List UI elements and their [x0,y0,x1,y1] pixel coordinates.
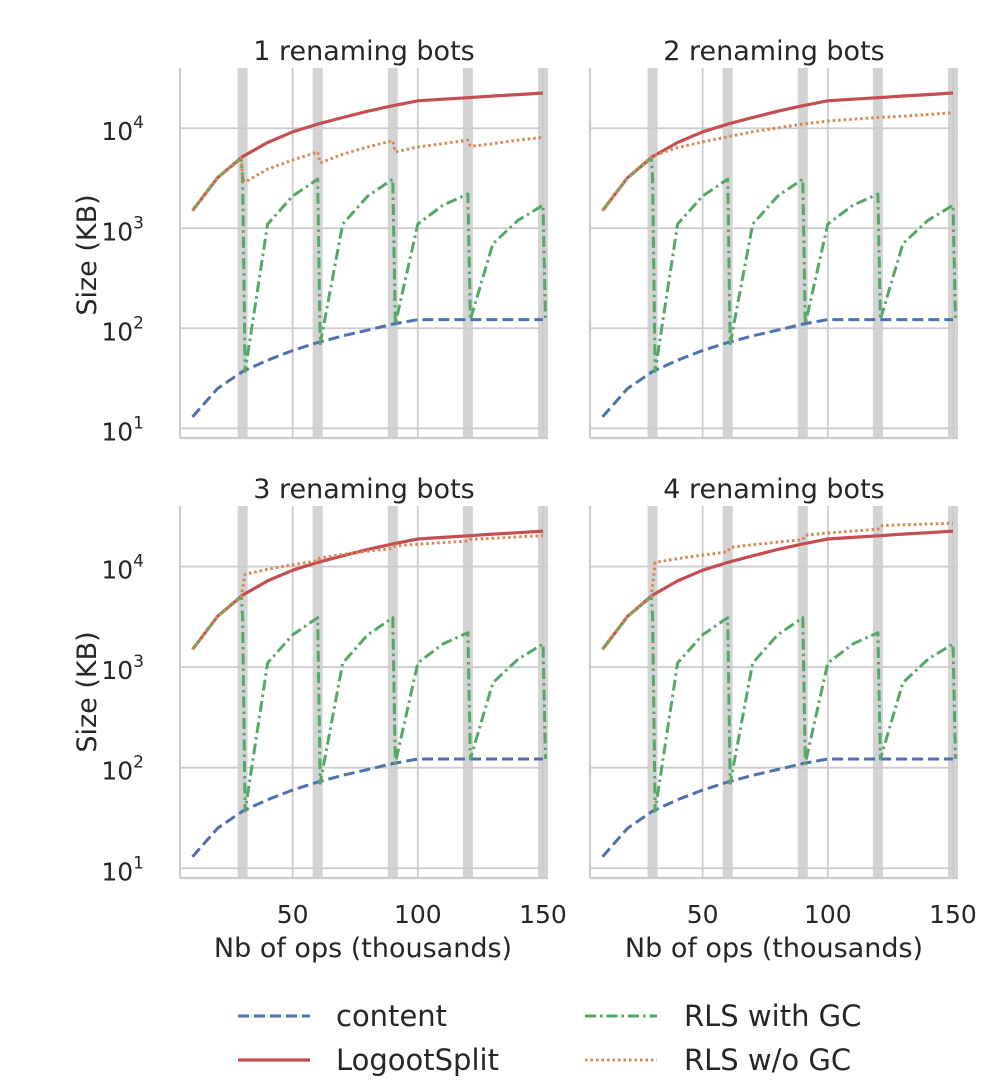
series-logootsplit [191,91,544,212]
series-rls-with-gc [191,156,547,373]
panel-2: 2 renaming bots [588,36,958,440]
x-axis-label-left: Nb of ops (thousands) [214,933,512,964]
y-tick-label-1e4: 104 [101,113,144,146]
x-tick-label-50: 50 [687,900,719,929]
series-rls-w-o-gc [191,534,544,651]
y-tick-label-1e2: 102 [101,753,144,786]
panel-title: 4 renaming bots [663,474,884,505]
panel-title: 3 renaming bots [253,474,474,505]
series-content [191,757,543,858]
y-axis-label-top: Size (KB) [72,194,103,315]
x-tick-label-150: 150 [929,900,977,929]
y-tick-label-1e1: 101 [101,413,144,446]
legend-item-rls-wo-gc: RLS w/o GC [585,1043,851,1077]
chart-panels: 101 102 103 104 1 renaming bots 2 renaming bo… [101,36,976,929]
series-logootsplit [601,529,954,651]
series-content [601,318,953,418]
y-tick-label-1e4: 104 [101,552,144,585]
rename-region-2 [312,506,323,878]
legend-label-rls-with-gc: RLS with GC [684,999,861,1033]
panel-1: 101 102 103 104 1 renaming bots [101,36,548,446]
legend-label-content: content [336,999,447,1033]
panel-3: 50 100 150 101 102 103 104 3 renaming bots [101,474,566,929]
legend-label-logootsplit: LogootSplit [336,1043,499,1077]
y-axis-label-bottom: Size (KB) [72,631,103,752]
series-content [191,318,543,418]
y-tick-label-1e3: 103 [101,213,144,246]
series-rls-w-o-gc [601,111,954,212]
legend-label-rls-wo-gc: RLS w/o GC [684,1043,851,1077]
series-logootsplit [191,529,544,651]
x-tick-label-50: 50 [277,900,309,929]
x-tick-label-100: 100 [804,900,852,929]
legend-item-logootsplit: LogootSplit [238,1043,499,1077]
panel-title: 2 renaming bots [663,36,884,67]
legend-item-content: content [238,999,447,1033]
panel-title: 1 renaming bots [253,36,474,67]
x-tick-label-150: 150 [519,900,567,929]
y-tick-label-1e1: 101 [101,853,144,886]
series-content [601,757,953,858]
x-axis-label-right: Nb of ops (thousands) [625,933,923,964]
series-rls-with-gc [601,595,957,813]
legend-item-rls-with-gc: RLS with GC [585,999,861,1033]
series-rls-w-o-gc [191,135,544,212]
y-tick-label-1e2: 102 [101,313,144,346]
y-tick-label-1e3: 103 [101,652,144,685]
series-rls-w-o-gc [601,521,954,651]
rename-region-2 [722,506,733,878]
series-rls-with-gc [601,156,957,373]
x-tick-label-100: 100 [394,900,442,929]
rename-region-4 [462,68,473,438]
panel-4: 50 100 150 4 renaming bots [588,474,977,929]
legend: content LogootSplit RLS with GC RLS w/o … [238,999,861,1077]
series-rls-with-gc [191,595,547,813]
rename-region-4 [872,68,883,438]
